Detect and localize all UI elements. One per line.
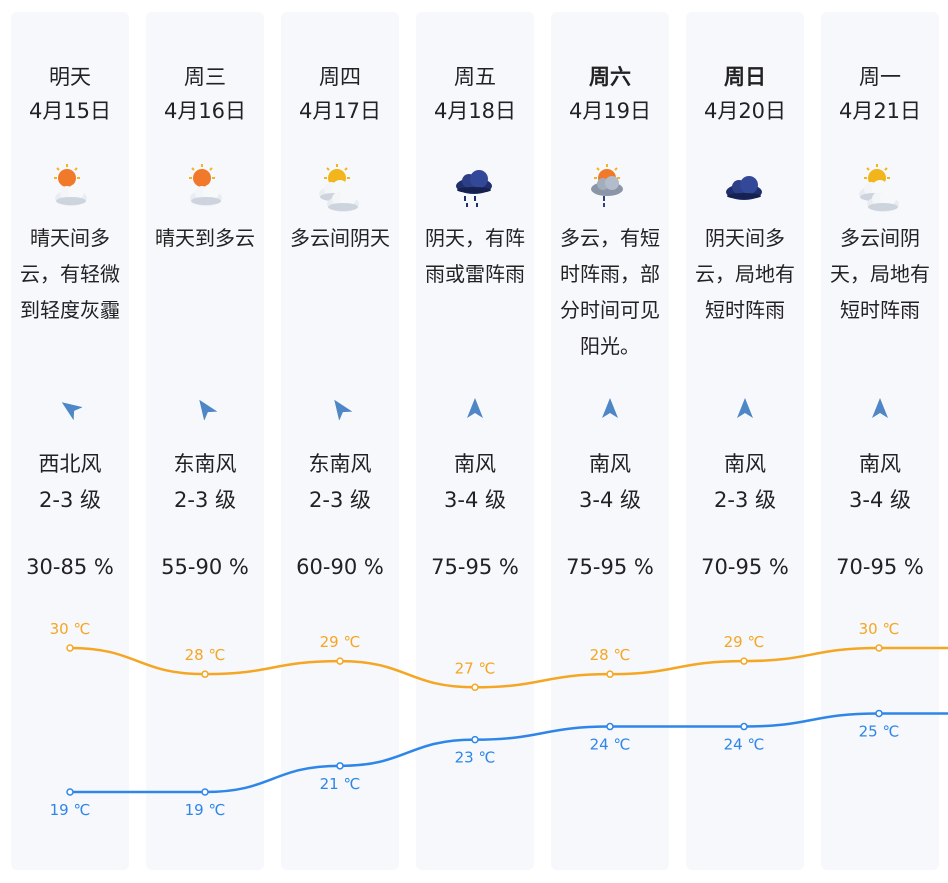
humidity: 30-85 % (26, 555, 114, 579)
sunny-to-cloudy-icon (189, 164, 222, 206)
day-column[interactable]: 周三 4月16日 晴天到多云 东南风 2-3 级 55-90 % (146, 12, 264, 870)
day-column[interactable]: 周四 4月17日 多云间阴天 东南风 2-3 级 60-90 % (281, 12, 399, 870)
wind-level: 2-3 级 (714, 488, 776, 512)
date-label: 4月15日 (28, 99, 112, 123)
wind-level: 3-4 级 (579, 488, 641, 512)
overcast-icon (726, 176, 762, 200)
date-label: 4月16日 (163, 99, 247, 123)
humidity: 60-90 % (296, 555, 384, 579)
partly-sunny-haze-icon (54, 164, 87, 206)
cloudy-overcast-icon (319, 164, 359, 212)
weather-description: 多云间阴天 (290, 226, 390, 250)
day-column[interactable]: 周六 4月19日 多云，有短时阵雨，部分时间可见阳光。 南风 3-4 级 75-… (551, 12, 669, 870)
wind-direction: 南风 (454, 452, 496, 476)
weather-description: 阴天间多云，局地有短时阵雨 (695, 226, 795, 322)
date-label: 4月18日 (433, 99, 517, 123)
wind-direction: 东南风 (173, 452, 237, 476)
day-column[interactable]: 明天 4月15日 晴天间多云，有轻微到轻度灰霾 西北风 2-3 级 30-85 … (11, 12, 129, 870)
weather-description: 晴天间多云，有轻微到轻度灰霾 (20, 226, 120, 322)
day-label: 明天 (49, 65, 91, 89)
date-label: 4月19日 (568, 99, 652, 123)
weather-description: 多云，有短时阵雨，部分时间可见阳光。 (560, 226, 660, 358)
date-label: 4月20日 (703, 99, 787, 123)
wind-level: 2-3 级 (174, 488, 236, 512)
cloudy-overcast-icon (859, 164, 899, 212)
day-column[interactable]: 周日 4月20日 阴天间多云，局地有短时阵雨 南风 2-3 级 70-95 % (686, 12, 804, 870)
humidity: 70-95 % (836, 555, 924, 579)
wind-direction: 西北风 (38, 452, 102, 476)
day-label: 周三 (184, 65, 226, 89)
wind-arrow-southeast-icon (199, 399, 217, 420)
day-column[interactable]: 周一 4月21日 多云间阴天，局地有短时阵雨 南风 3-4 级 70-95 % (821, 12, 939, 870)
humidity: 70-95 % (701, 555, 789, 579)
cloudy-showers-icon (591, 164, 623, 207)
date-label: 4月21日 (838, 99, 922, 123)
wind-direction: 南风 (589, 452, 631, 476)
rain-thunder-icon (456, 170, 492, 207)
wind-level: 2-3 级 (309, 488, 371, 512)
day-label: 周日 (724, 65, 766, 89)
weather-description: 多云间阴天，局地有短时阵雨 (830, 226, 930, 322)
wind-arrow-south-icon (737, 398, 753, 418)
wind-direction: 东南风 (308, 452, 372, 476)
day-label: 周一 (859, 65, 901, 89)
wind-arrow-south-icon (467, 398, 483, 418)
wind-direction: 南风 (859, 452, 901, 476)
wind-direction: 南风 (724, 452, 766, 476)
weather-description: 晴天到多云 (155, 226, 255, 250)
wind-arrow-southeast-icon (334, 399, 352, 420)
wind-arrow-northwest-icon (61, 402, 82, 420)
humidity: 75-95 % (431, 555, 519, 579)
day-label: 周五 (454, 65, 496, 89)
date-label: 4月17日 (298, 99, 382, 123)
day-label: 周六 (589, 65, 631, 89)
wind-arrow-south-icon (872, 398, 888, 418)
weather-description: 阴天，有阵雨或雷阵雨 (425, 226, 525, 286)
wind-level: 3-4 级 (849, 488, 911, 512)
day-label: 周四 (319, 65, 361, 89)
humidity: 55-90 % (161, 555, 249, 579)
humidity: 75-95 % (566, 555, 654, 579)
day-column[interactable]: 周五 4月18日 阴天，有阵雨或雷阵雨 南风 3-4 级 75-95 % (416, 12, 534, 870)
wind-arrow-south-icon (602, 398, 618, 418)
wind-level: 3-4 级 (444, 488, 506, 512)
wind-level: 2-3 级 (39, 488, 101, 512)
